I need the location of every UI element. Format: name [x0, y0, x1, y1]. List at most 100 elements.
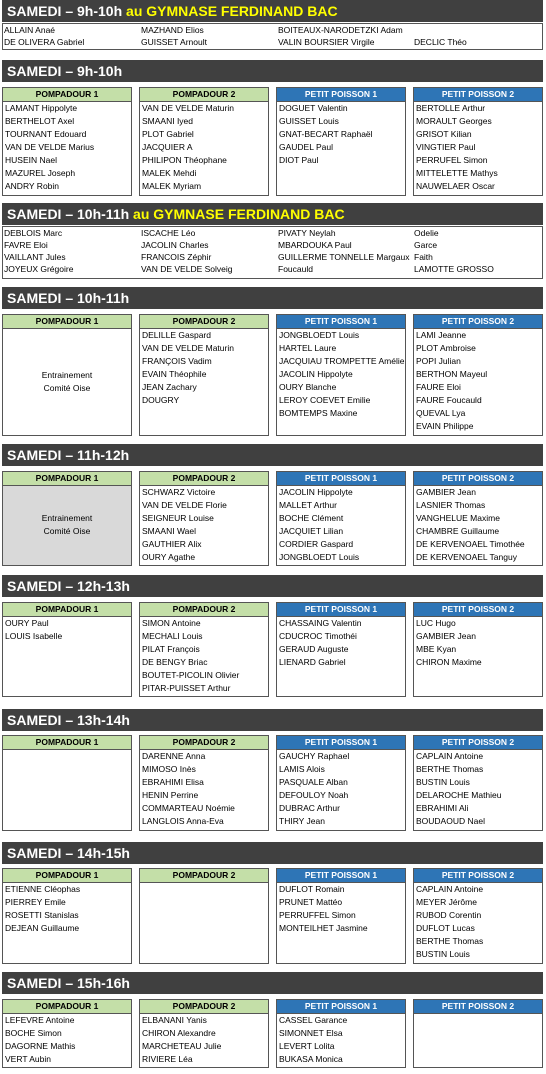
- group-column: PETIT POISSON 1 JACOLIN Hippolyte MALLET A…: [276, 471, 406, 566]
- participant-name: CHASSAING Valentin: [279, 618, 362, 628]
- column-note: Entrainement: [41, 513, 93, 523]
- participant-name: VAN DE VELDE Florie: [142, 500, 227, 510]
- gym-session-banner: SAMEDI – 10h-11h au GYMNASE FERDINAND BA…: [2, 203, 543, 225]
- participant-name: FRANCOIS Zéphir: [141, 252, 212, 262]
- participant-name: BERTHON Mayeul: [416, 369, 488, 379]
- participant-name: EBRAHIMI Elisa: [142, 777, 204, 787]
- participant-name: BUKASA Monica: [279, 1054, 343, 1064]
- session-location: au GYMNASE FERDINAND BAC: [126, 3, 338, 19]
- group-header: PETIT POISSON 2: [414, 315, 542, 329]
- participant-name: EVAIN Théophile: [142, 369, 207, 379]
- participant-name: DEBLOIS Marc: [4, 228, 63, 238]
- group-column: POMPADOUR 1 Entrainement Comité Oise: [2, 471, 132, 566]
- participant-name: GAUDEL Paul: [279, 142, 334, 152]
- participant-name: MBARDOUKA Paul: [278, 240, 352, 250]
- participant-name: LASNIER Thomas: [416, 500, 486, 510]
- participant-name: LAMANT Hippolyte: [5, 103, 78, 113]
- session-title: SAMEDI – 12h-13h: [7, 578, 130, 594]
- group-column: PETIT POISSON 1 CHASSAING Valentin CDUCROC…: [276, 602, 406, 697]
- group-header: POMPADOUR 2: [140, 869, 268, 883]
- participant-name: DUBRAC Arthur: [279, 803, 340, 813]
- session-title: SAMEDI – 13h-14h: [7, 712, 130, 728]
- participant-name: CDUCROC Timothéi: [279, 631, 357, 641]
- participant-name: MALEK Mehdi: [142, 168, 197, 178]
- column-note: Entrainement: [41, 370, 93, 380]
- participant-name: FAVRE Eloi: [4, 240, 48, 250]
- group-header: PETIT POISSON 1: [277, 603, 405, 617]
- group-column: POMPADOUR 1 Entrainement Comité Oise: [2, 314, 132, 436]
- group-header: PETIT POISSON 2: [414, 736, 542, 750]
- participant-name: LIENARD Gabriel: [279, 657, 346, 667]
- participant-name: CORDIER Gaspard: [279, 539, 354, 549]
- group-header: PETIT POISSON 1: [277, 315, 405, 329]
- participant-name: JONGBLOEDT Louis: [279, 552, 360, 562]
- participant-name: HARTEL Laure: [279, 343, 337, 353]
- participant-name: CASSEL Garance: [279, 1015, 348, 1025]
- group-column: POMPADOUR 1: [2, 735, 132, 831]
- participant-name: DE BENGY Briac: [142, 657, 208, 667]
- participant-name: SIMON Antoine: [142, 618, 201, 628]
- participant-name: HUSEIN Nael: [5, 155, 57, 165]
- participant-name: VAILLANT Jules: [4, 252, 66, 262]
- participant-name: LEVERT Lolita: [279, 1041, 335, 1051]
- participant-name: BUSTIN Louis: [416, 949, 470, 959]
- participant-name: JACQUIET Lilian: [279, 526, 344, 536]
- participant-name: GAMBIER Jean: [416, 487, 476, 497]
- participant-name: GERAUD Auguste: [279, 644, 349, 654]
- participant-name: POPI Julian: [416, 356, 461, 366]
- participant-name: Odelie: [414, 228, 439, 238]
- participant-name: DEJEAN Guillaume: [5, 923, 80, 933]
- participant-name: JACOLIN Hippolyte: [279, 369, 353, 379]
- group-header: PETIT POISSON 1: [277, 472, 405, 486]
- participant-name: PIERREY Emile: [5, 897, 66, 907]
- participant-name: DUFLOT Lucas: [416, 923, 475, 933]
- participant-name: QUEVAL Lya: [416, 408, 466, 418]
- group-header: POMPADOUR 1: [3, 869, 131, 883]
- participant-name: RUBOD Corentin: [416, 910, 482, 920]
- group-header: POMPADOUR 1: [3, 315, 131, 329]
- participant-name: DE KERVENOAEL Tanguy: [416, 552, 517, 562]
- participant-name: PILAT François: [142, 644, 200, 654]
- participant-name: MECHALI Louis: [142, 631, 203, 641]
- participant-name: VERT Aubin: [5, 1054, 51, 1064]
- participant-name: FAURE Eloi: [416, 382, 461, 392]
- group-header: POMPADOUR 1: [3, 472, 131, 486]
- participant-name: PERRUFFEL Simon: [279, 910, 356, 920]
- participant-name: ANDRY Robin: [5, 181, 60, 191]
- participant-name: BERTHE Thomas: [416, 936, 484, 946]
- participant-name: CAPLAIN Antoine: [416, 751, 484, 761]
- column-note: Comité Oise: [43, 526, 91, 536]
- participant-name: PHILIPON Théophane: [142, 155, 227, 165]
- group-header: PETIT POISSON 2: [414, 869, 542, 883]
- participant-name: LOUIS Isabelle: [5, 631, 63, 641]
- participant-name: MAZHAND Elios: [141, 25, 204, 35]
- group-header: POMPADOUR 1: [3, 603, 131, 617]
- participant-name: SMAANI Iyed: [142, 116, 194, 126]
- participant-name: GUISSET Louis: [279, 116, 339, 126]
- participant-name: PLOT Gabriel: [142, 129, 194, 139]
- participant-name: CHIRON Alexandre: [142, 1028, 216, 1038]
- participant-name: Garce: [414, 240, 438, 250]
- group-column: PETIT POISSON 1 JONGBLOEDT Louis HARTEL La…: [276, 314, 406, 436]
- group-column: POMPADOUR 1 ETIENNE Cléophas PIERREY Emile…: [2, 868, 132, 964]
- participant-name: BOUDAOUD Nael: [416, 816, 485, 826]
- participant-name: VANGHELUE Maxime: [416, 513, 500, 523]
- session-banner: SAMEDI – 11h-12h: [2, 444, 543, 466]
- participant-name: LUC Hugo: [416, 618, 456, 628]
- session-banner: SAMEDI – 15h-16h: [2, 972, 543, 994]
- participant-name: MAZUREL Joseph: [5, 168, 76, 178]
- participant-name: OURY Paul: [5, 618, 49, 628]
- participant-name: MALEK Myriam: [142, 181, 202, 191]
- group-header: POMPADOUR 2: [140, 736, 268, 750]
- session-banner: SAMEDI – 9h-10h: [2, 60, 543, 82]
- session-banner: SAMEDI – 14h-15h: [2, 842, 543, 864]
- session-title: SAMEDI – 15h-16h: [7, 975, 130, 991]
- participant-name: DE KERVENOAEL Timothée: [416, 539, 525, 549]
- participant-name: OURY Agathe: [142, 552, 196, 562]
- session-title: SAMEDI – 10h-11h: [7, 206, 130, 222]
- group-header: POMPADOUR 2: [140, 603, 268, 617]
- participant-name: COMMARTEAU Noémie: [142, 803, 235, 813]
- participant-name: JACOLIN Charles: [141, 240, 209, 250]
- participant-name: PERRUFEL Simon: [416, 155, 488, 165]
- group-column: PETIT POISSON 1 DOGUET Valentin GUISSET Lo…: [276, 87, 406, 196]
